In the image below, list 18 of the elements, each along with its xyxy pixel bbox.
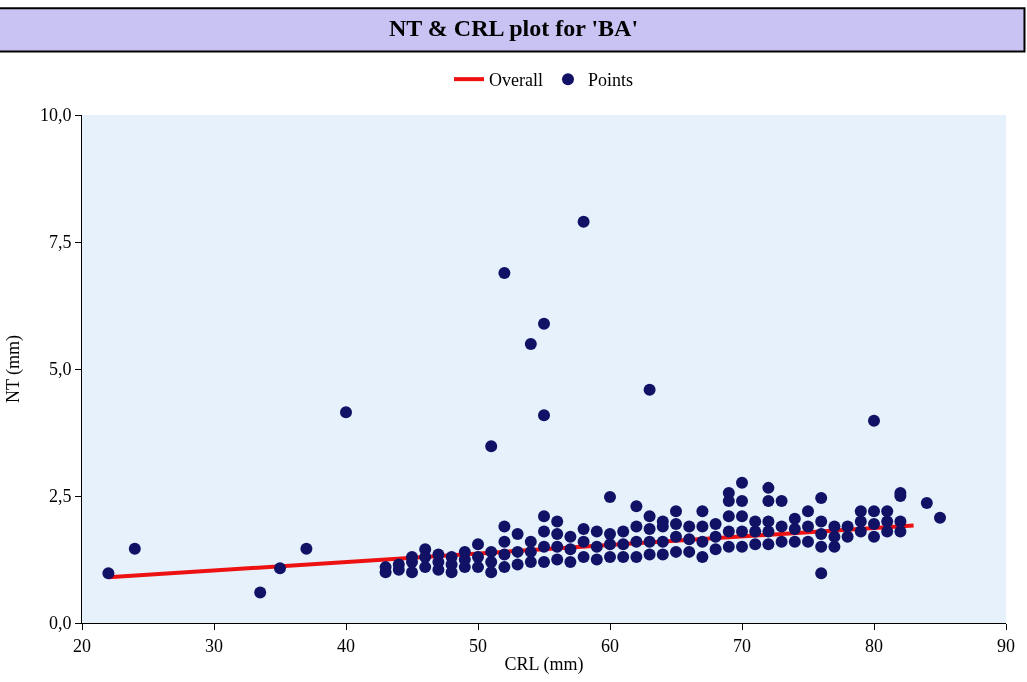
y-tick-label: 0,0 xyxy=(48,613,72,634)
x-tick-label: 70 xyxy=(733,635,751,656)
y-tick-label: 10,0 xyxy=(39,105,72,126)
x-axis-title: CRL (mm) xyxy=(504,653,584,675)
y-axis-title: NT (mm) xyxy=(3,334,25,404)
x-tick-label: 80 xyxy=(865,635,883,656)
x-tick-label: 50 xyxy=(469,635,487,656)
y-tick-label: 5,0 xyxy=(48,359,72,380)
x-tick-label: 40 xyxy=(337,635,355,656)
legend-label: Overall xyxy=(489,70,543,91)
x-tick-label: 20 xyxy=(73,635,91,656)
x-tick-label: 60 xyxy=(601,635,619,656)
y-tick-label: 7,5 xyxy=(48,232,72,253)
legend-label: Points xyxy=(587,70,634,91)
x-tick-label: 90 xyxy=(997,635,1015,656)
y-tick-label: 2,5 xyxy=(48,486,72,507)
chart-title: NT & CRL plot for 'BA' xyxy=(388,14,639,41)
x-tick-label: 30 xyxy=(205,635,223,656)
